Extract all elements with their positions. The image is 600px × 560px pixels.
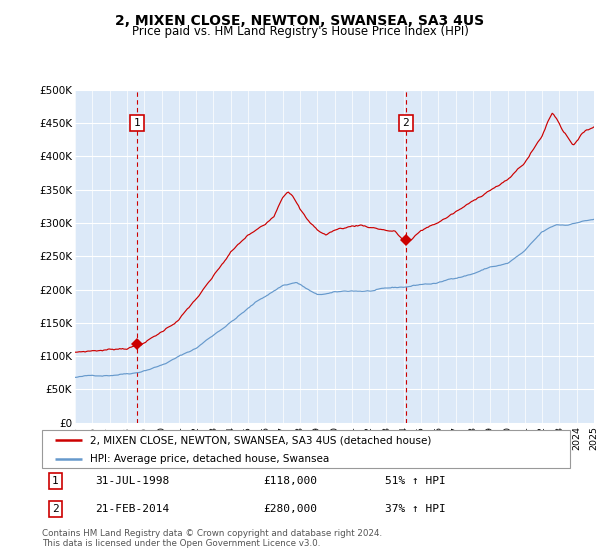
FancyBboxPatch shape	[42, 430, 570, 468]
Text: £280,000: £280,000	[264, 504, 318, 514]
Text: 2: 2	[52, 504, 59, 514]
Text: 2: 2	[403, 118, 409, 128]
Text: 2, MIXEN CLOSE, NEWTON, SWANSEA, SA3 4US (detached house): 2, MIXEN CLOSE, NEWTON, SWANSEA, SA3 4US…	[89, 435, 431, 445]
Text: 1: 1	[52, 476, 59, 486]
Text: 37% ↑ HPI: 37% ↑ HPI	[385, 504, 446, 514]
Text: 1: 1	[134, 118, 140, 128]
Text: HPI: Average price, detached house, Swansea: HPI: Average price, detached house, Swan…	[89, 454, 329, 464]
Text: Contains HM Land Registry data © Crown copyright and database right 2024.: Contains HM Land Registry data © Crown c…	[42, 529, 382, 538]
Text: 21-FEB-2014: 21-FEB-2014	[95, 504, 169, 514]
Text: This data is licensed under the Open Government Licence v3.0.: This data is licensed under the Open Gov…	[42, 539, 320, 548]
Text: 51% ↑ HPI: 51% ↑ HPI	[385, 476, 446, 486]
Text: £118,000: £118,000	[264, 476, 318, 486]
Text: 31-JUL-1998: 31-JUL-1998	[95, 476, 169, 486]
Text: Price paid vs. HM Land Registry's House Price Index (HPI): Price paid vs. HM Land Registry's House …	[131, 25, 469, 38]
Text: 2, MIXEN CLOSE, NEWTON, SWANSEA, SA3 4US: 2, MIXEN CLOSE, NEWTON, SWANSEA, SA3 4US	[115, 14, 485, 28]
